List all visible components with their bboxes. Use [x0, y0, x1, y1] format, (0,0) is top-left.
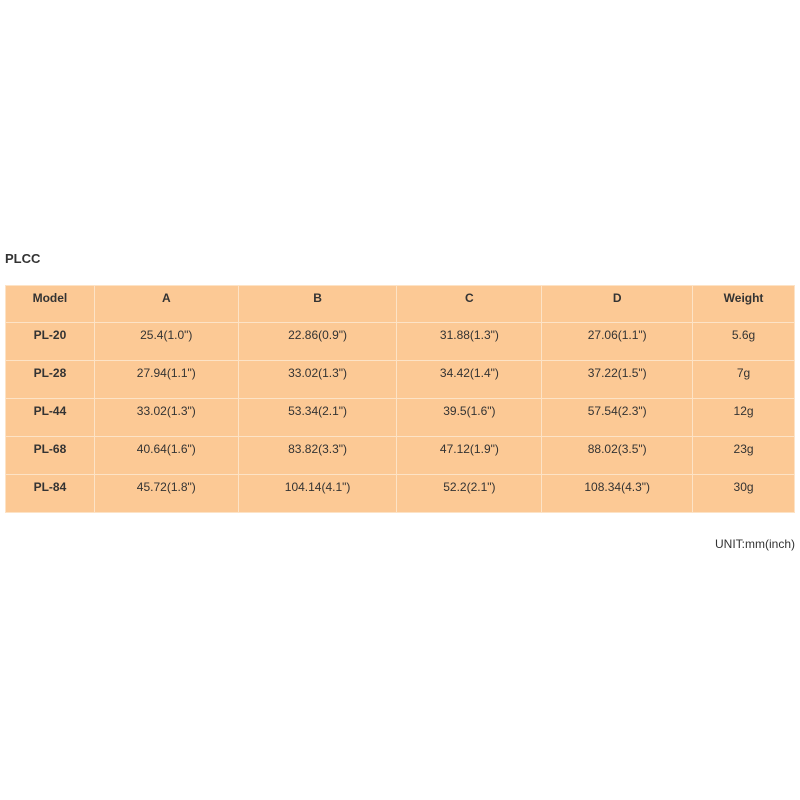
table-cell: 31.88(1.3") [396, 322, 543, 361]
column-header: C [396, 285, 543, 323]
column-header: A [93, 285, 239, 323]
table-cell: 23g [692, 436, 795, 475]
unit-note: UNIT:mm(inch) [715, 537, 795, 551]
model-cell: PL-84 [5, 474, 95, 513]
table-cell: 33.02(1.3") [93, 398, 239, 437]
table-cell: 33.02(1.3") [237, 360, 398, 399]
model-cell: PL-28 [5, 360, 95, 399]
table-cell: 34.42(1.4") [396, 360, 543, 399]
table-row: PL-68 40.64(1.6") 83.82(3.3") 47.12(1.9") 88… [5, 436, 795, 475]
table-cell: 27.94(1.1") [93, 360, 239, 399]
table-cell: 30g [692, 474, 795, 513]
table-row: PL-44 33.02(1.3") 53.34(2.1") 39.5(1.6") 57.… [5, 398, 795, 437]
table-row: PL-28 27.94(1.1") 33.02(1.3") 34.42(1.4") 37… [5, 360, 795, 399]
table-cell: 45.72(1.8") [93, 474, 239, 513]
column-header: Model [5, 285, 95, 323]
table-cell: 22.86(0.9") [237, 322, 398, 361]
table-cell: 83.82(3.3") [237, 436, 398, 475]
table-cell: 25.4(1.0") [93, 322, 239, 361]
table-cell: 53.34(2.1") [237, 398, 398, 437]
table-cell: 40.64(1.6") [93, 436, 239, 475]
section-title: PLCC [5, 251, 41, 266]
table-cell: 12g [692, 398, 795, 437]
table-cell: 7g [692, 360, 795, 399]
table-header-row: Model A B C D Weight [5, 285, 795, 323]
table-cell: 108.34(4.3") [541, 474, 694, 513]
model-cell: PL-68 [5, 436, 95, 475]
table-cell: 37.22(1.5") [541, 360, 694, 399]
model-cell: PL-20 [5, 322, 95, 361]
table-cell: 27.06(1.1") [541, 322, 694, 361]
column-header: Weight [692, 285, 795, 323]
table-cell: 39.5(1.6") [396, 398, 543, 437]
table-cell: 57.54(2.3") [541, 398, 694, 437]
table-row: PL-20 25.4(1.0") 22.86(0.9") 31.88(1.3") 27.… [5, 322, 795, 361]
table-cell: 52.2(2.1") [396, 474, 543, 513]
model-cell: PL-44 [5, 398, 95, 437]
table-cell: 88.02(3.5") [541, 436, 694, 475]
table-cell: 47.12(1.9") [396, 436, 543, 475]
table-row: PL-84 45.72(1.8") 104.14(4.1") 52.2(2.1") 10… [5, 474, 795, 513]
dimension-table: Model A B C D Weight PL-20 25.4(1.0") 22.86(0.9"… [5, 285, 795, 513]
table-cell: 5.6g [692, 322, 795, 361]
table-cell: 104.14(4.1") [237, 474, 398, 513]
column-header: B [237, 285, 398, 323]
column-header: D [541, 285, 694, 323]
